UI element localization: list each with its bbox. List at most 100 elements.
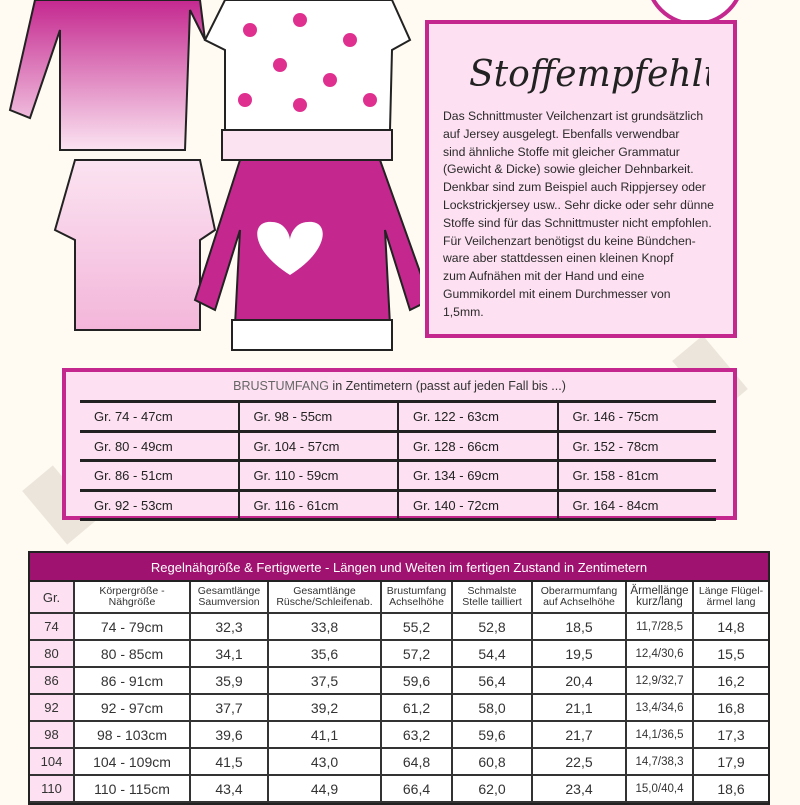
column-header-line: Rüsche/Schleifenab. — [276, 596, 373, 608]
shirt-hearts — [203, 0, 412, 161]
value-cell: 59,6 — [382, 668, 453, 693]
value-cell: 86 - 91cm — [75, 668, 191, 693]
value-cell: 15,0/40,4 — [627, 776, 694, 801]
size-cell: 104 — [30, 749, 75, 774]
column-header-line: Schmalste — [467, 585, 517, 597]
table-row: 74 74 - 79cm 32,3 33,8 55,2 52,8 18,5 11,7/28,5… — [30, 614, 768, 641]
chest-size-row: Gr. 86 - 51cm Gr. 110 - 59cm Gr. 134 - 69c… — [80, 462, 716, 492]
value-cell: 14,1/36,5 — [627, 722, 694, 747]
shirt-illustrations — [8, 0, 420, 351]
column-header-line: Körpergröße - — [99, 585, 165, 597]
table-row: 80 80 - 85cm 34,1 35,6 57,2 54,4 19,5 12,4/30,6… — [30, 641, 768, 668]
value-cell: 37,5 — [269, 668, 382, 693]
column-header: Schmalste Stelle tailliert — [453, 582, 533, 612]
chest-size-cell: Gr. 86 - 51cm — [80, 462, 240, 489]
value-cell: 43,0 — [269, 749, 382, 774]
value-cell: 57,2 — [382, 641, 453, 666]
value-cell: 33,8 — [269, 614, 382, 639]
column-header-line: Gr. — [42, 589, 61, 605]
value-cell: 80 - 85cm — [75, 641, 191, 666]
chest-size-title: BRUSTUMFANG in Zentimetern (passt auf je… — [233, 379, 566, 393]
column-header: Körpergröße - Nähgröße — [75, 582, 191, 612]
value-cell: 14,8 — [717, 618, 745, 635]
chest-size-row: Gr. 74 - 47cm Gr. 98 - 55cm Gr. 122 - 63cm… — [80, 403, 716, 433]
shirt-gradient-long — [8, 0, 206, 151]
value-cell: 12,9/32,7 — [627, 668, 694, 693]
table-row: 98 98 - 103cm 39,6 41,1 63,2 59,6 21,7 14,1/36,… — [30, 722, 768, 749]
chest-size-cell: Gr. 146 - 75cm — [572, 409, 659, 424]
column-header: Oberarmumfang auf Achselhöhe — [533, 582, 627, 612]
chest-size-row: Gr. 92 - 53cm Gr. 116 - 61cm Gr. 140 - 72c… — [80, 491, 716, 521]
value-cell: 37,7 — [191, 695, 269, 720]
size-cell: 74 — [30, 614, 75, 639]
chest-size-cell: Gr. 128 - 66cm — [399, 432, 559, 459]
value-cell: 19,5 — [533, 641, 627, 666]
column-header: Gesamtlänge Saumversion — [191, 582, 269, 612]
value-cell: 13,4/34,6 — [627, 695, 694, 720]
value-cell: 44,9 — [269, 776, 382, 801]
chest-size-cell: Gr. 116 - 61cm — [240, 491, 399, 518]
value-cell: 60,8 — [453, 749, 533, 774]
table-title: Regelnähgröße & Fertigwerte - Längen und… — [30, 553, 768, 582]
chest-size-box: BRUSTUMFANG in Zentimetern (passt auf je… — [62, 368, 737, 521]
value-cell: 17,3 — [717, 726, 745, 743]
value-cell: 14,7/38,3 — [627, 749, 694, 774]
chest-size-cell: Gr. 152 - 78cm — [572, 438, 659, 454]
size-cell: 98 — [30, 722, 75, 747]
value-cell: 35,6 — [269, 641, 382, 666]
shirt-heart-pink — [193, 159, 420, 351]
value-cell: 11,7/28,5 — [627, 614, 694, 639]
column-header-line: Ärmellänge — [630, 585, 689, 597]
value-cell: 20,4 — [533, 668, 627, 693]
value-cell: 21,7 — [533, 722, 627, 747]
value-cell: 12,4/30,6 — [627, 641, 694, 666]
value-cell: 18,6 — [717, 780, 745, 797]
value-cell: 61,2 — [382, 695, 453, 720]
chest-size-cell: Gr. 158 - 81cm — [572, 468, 659, 483]
chest-size-cell: Gr. 164 - 84cm — [572, 497, 659, 513]
value-cell: 98 - 103cm — [75, 722, 191, 747]
value-cell: 63,2 — [382, 722, 453, 747]
column-header-line: Länge Flügel- — [698, 585, 764, 597]
value-cell: 23,4 — [533, 776, 627, 801]
chest-size-cell: Gr. 74 - 47cm — [80, 403, 240, 430]
value-cell: 32,3 — [191, 614, 269, 639]
column-header-line: Saumversion — [198, 596, 260, 608]
value-cell: 62,0 — [453, 776, 533, 801]
chest-size-cell: Gr. 80 - 49cm — [80, 432, 240, 459]
value-cell: 66,4 — [382, 776, 453, 801]
size-cell: 110 — [30, 776, 75, 801]
chest-size-grid: Gr. 74 - 47cm Gr. 98 - 55cm Gr. 122 - 63cm… — [80, 400, 716, 521]
size-cell: 80 — [30, 641, 75, 666]
value-cell: 110 - 115cm — [75, 776, 191, 801]
value-cell: 64,8 — [382, 749, 453, 774]
value-cell: 41,5 — [191, 749, 269, 774]
value-cell: 18,5 — [533, 614, 627, 639]
chest-size-cell: Gr. 92 - 53cm — [80, 491, 240, 518]
value-cell: 52,8 — [453, 614, 533, 639]
value-cell: 74 - 79cm — [75, 614, 191, 639]
value-cell: 35,9 — [191, 668, 269, 693]
column-header: Gesamtlänge Rüsche/Schleifenab. — [269, 582, 382, 612]
chest-size-row: Gr. 80 - 49cm Gr. 104 - 57cm Gr. 128 - 66c… — [80, 432, 716, 462]
chest-size-cell: Gr. 104 - 57cm — [240, 432, 399, 459]
column-header-line: ärmel lang — [706, 596, 756, 608]
column-header-line: Gesamtlänge — [293, 585, 356, 597]
shirt-flowers — [53, 159, 217, 331]
chest-size-cell: Gr. 134 - 69cm — [399, 462, 559, 489]
fabric-title-script: Stoffempfehlung — [469, 54, 709, 95]
column-header: Länge Flügel-ärmel lang — [694, 582, 768, 612]
column-header-line: Stelle tailliert — [462, 596, 522, 608]
table-row: 92 92 - 97cm 37,7 39,2 61,2 58,0 21,1 13,4/34,6… — [30, 695, 768, 722]
column-header-line: Nähgröße — [108, 596, 156, 608]
chest-size-cell: Gr. 98 - 55cm — [240, 403, 399, 430]
value-cell: 59,6 — [453, 722, 533, 747]
value-cell: 34,1 — [191, 641, 269, 666]
size-cell: 86 — [30, 668, 75, 693]
value-cell: 55,2 — [382, 614, 453, 639]
value-cell: 43,4 — [191, 776, 269, 801]
column-header: Ärmellänge kurz/lang — [627, 582, 694, 612]
size-cell: 92 — [30, 695, 75, 720]
column-header-line: Oberarmumfang — [540, 585, 618, 597]
value-cell: 58,0 — [453, 695, 533, 720]
